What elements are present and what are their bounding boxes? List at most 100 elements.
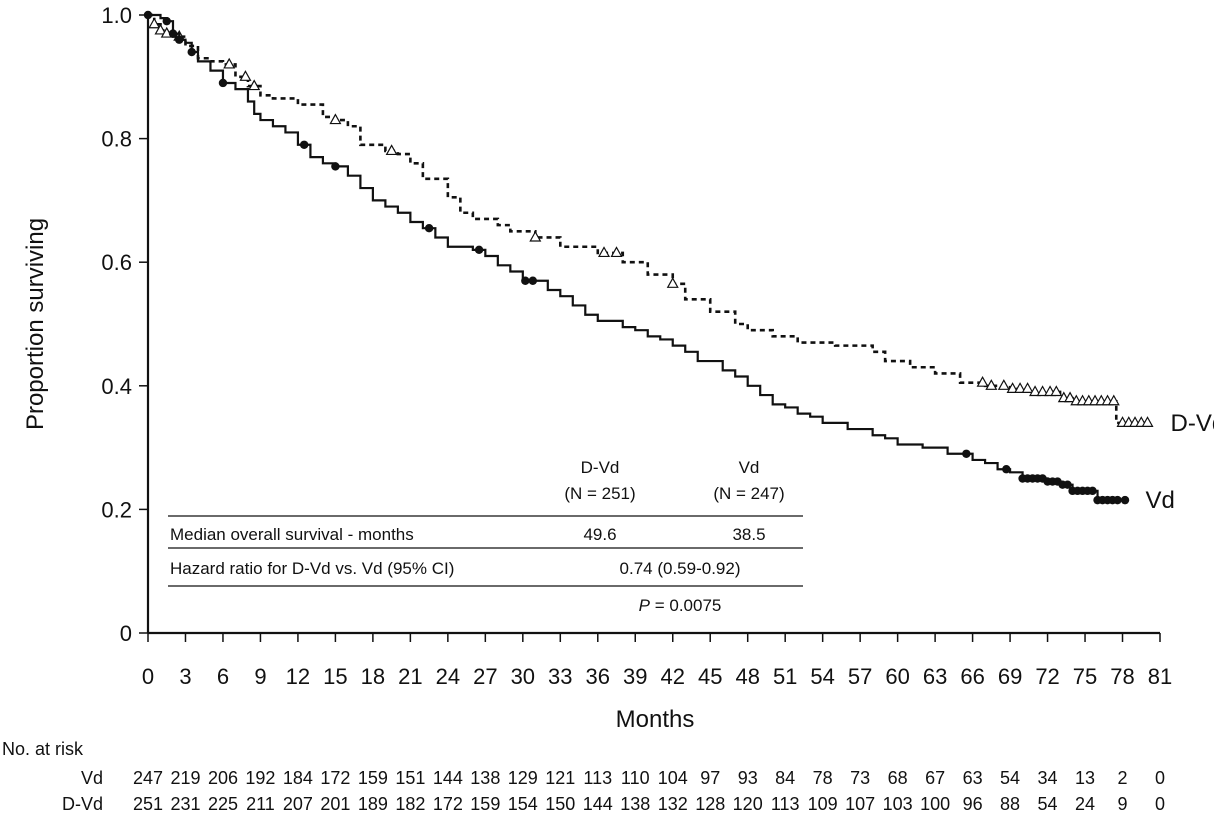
p-value-text: = 0.0075 — [650, 596, 721, 615]
risk-count: 104 — [658, 768, 688, 788]
risk-count: 107 — [845, 794, 875, 814]
censor-mark-vd — [1063, 480, 1072, 489]
risk-count: 113 — [771, 794, 800, 814]
risk-count: 96 — [963, 794, 983, 814]
plot-lines: D-Vd Vd — [143, 10, 1214, 514]
censor-mark-d-vd — [976, 375, 989, 387]
risk-count: 0 — [1155, 794, 1165, 814]
x-tick-label: 33 — [548, 664, 572, 689]
x-tick-label: 12 — [286, 664, 310, 689]
risk-count: 97 — [700, 768, 720, 788]
y-tick-label: 0 — [120, 621, 132, 646]
risk-count: 144 — [433, 768, 463, 788]
hazard-ratio-value: 0.74 (0.59-0.92) — [620, 559, 741, 578]
risk-count: 128 — [695, 794, 725, 814]
risk-count: 120 — [733, 794, 763, 814]
x-tick-label: 24 — [436, 664, 460, 689]
stats-table: D-Vd (N = 251) Vd (N = 247) Median overa… — [168, 458, 803, 615]
risk-count: 138 — [470, 768, 500, 788]
y-tick-label: 0.8 — [101, 127, 132, 152]
risk-count: 201 — [320, 794, 350, 814]
x-tick-label: 15 — [323, 664, 347, 689]
x-tick-label: 18 — [361, 664, 385, 689]
risk-count: 100 — [920, 794, 950, 814]
x-tick-label: 51 — [773, 664, 797, 689]
censor-mark-d-vd — [329, 113, 342, 125]
censor-mark-d-vd — [1036, 385, 1049, 397]
censor-mark-d-vd — [1107, 394, 1120, 406]
censor-mark-vd — [474, 245, 484, 255]
censor-mark-d-vd — [529, 230, 542, 242]
censor-mark-vd — [424, 224, 434, 233]
x-axis-title: Months — [616, 706, 695, 733]
censor-mark-d-vd — [148, 17, 161, 29]
x-tick-label: 72 — [1035, 664, 1059, 689]
median-vd-value: 38.5 — [732, 525, 765, 544]
x-tick-label: 0 — [142, 664, 154, 689]
risk-count: 159 — [358, 768, 388, 788]
risk-count: 219 — [170, 768, 200, 788]
censor-mark-vd — [1002, 465, 1011, 474]
risk-count: 67 — [925, 768, 945, 788]
risk-count: 13 — [1075, 768, 1095, 788]
risk-count: 78 — [813, 768, 833, 788]
row-label-median: Median overall survival - months — [170, 525, 414, 544]
censor-mark-d-vd — [223, 57, 236, 69]
series-line-vd — [148, 13, 1123, 502]
censor-mark-vd — [1088, 486, 1097, 496]
col-header-dvd: D-Vd — [581, 458, 620, 477]
y-tick-label: 0.6 — [101, 250, 132, 275]
risk-count: 0 — [1155, 768, 1165, 788]
p-value: P = 0.0075 — [639, 596, 722, 615]
censor-mark-d-vd — [385, 144, 398, 156]
censor-mark-d-vd — [1006, 382, 1019, 393]
censor-mark-d-vd — [154, 23, 167, 35]
risk-count: 211 — [246, 794, 275, 814]
risk-count: 110 — [621, 768, 650, 788]
censor-mark-vd — [162, 16, 171, 26]
risk-count: 2 — [1118, 768, 1128, 788]
risk-count: 231 — [170, 794, 200, 814]
x-tick-label: 66 — [960, 664, 984, 689]
risk-count: 172 — [320, 768, 350, 788]
censor-mark-d-vd — [1064, 391, 1077, 403]
censor-mark-d-vd — [1014, 382, 1027, 393]
risk-count: 84 — [775, 768, 795, 788]
col-header-vd: Vd — [739, 458, 760, 477]
risk-count: 192 — [245, 768, 275, 788]
x-tick-label: 9 — [254, 664, 266, 689]
risk-count: 138 — [620, 794, 650, 814]
risk-count: 172 — [433, 794, 463, 814]
censor-mark-vd — [521, 276, 530, 285]
censor-mark-vd — [1120, 495, 1130, 505]
risk-count: 251 — [133, 794, 163, 814]
censor-mark-vd — [1113, 495, 1122, 505]
risk-row-label: Vd — [81, 768, 103, 788]
censor-mark-d-vd — [1141, 416, 1154, 427]
risk-row-label: D-Vd — [62, 794, 103, 814]
risk-count: 103 — [883, 794, 913, 814]
series-label-d-vd: D-Vd — [1171, 410, 1214, 437]
risk-count: 247 — [133, 768, 163, 788]
x-tick-label: 45 — [698, 664, 722, 689]
risk-count: 9 — [1118, 794, 1128, 814]
censor-mark-vd — [168, 29, 178, 38]
x-tick-label: 75 — [1073, 664, 1097, 689]
x-tick-label: 60 — [885, 664, 909, 689]
censor-mark-vd — [187, 47, 196, 57]
risk-count: 34 — [1038, 768, 1058, 788]
risk-table: No. at risk Vd 247 219 206 192 184 172 159 151 14… — [2, 739, 1165, 814]
x-tick-label: 36 — [586, 664, 610, 689]
risk-count: 189 — [358, 794, 388, 814]
censor-mark-d-vd — [666, 277, 679, 288]
risk-count: 24 — [1075, 794, 1095, 814]
censor-mark-vd — [528, 276, 538, 285]
series-label-vd: Vd — [1146, 487, 1175, 514]
risk-table-title: No. at risk — [2, 739, 84, 759]
x-tick-label: 42 — [660, 664, 684, 689]
x-tick-label: 6 — [217, 664, 229, 689]
censor-mark-d-vd — [997, 379, 1010, 390]
risk-count: 93 — [738, 768, 758, 788]
censor-mark-vd — [962, 449, 971, 458]
risk-count: 109 — [808, 794, 838, 814]
